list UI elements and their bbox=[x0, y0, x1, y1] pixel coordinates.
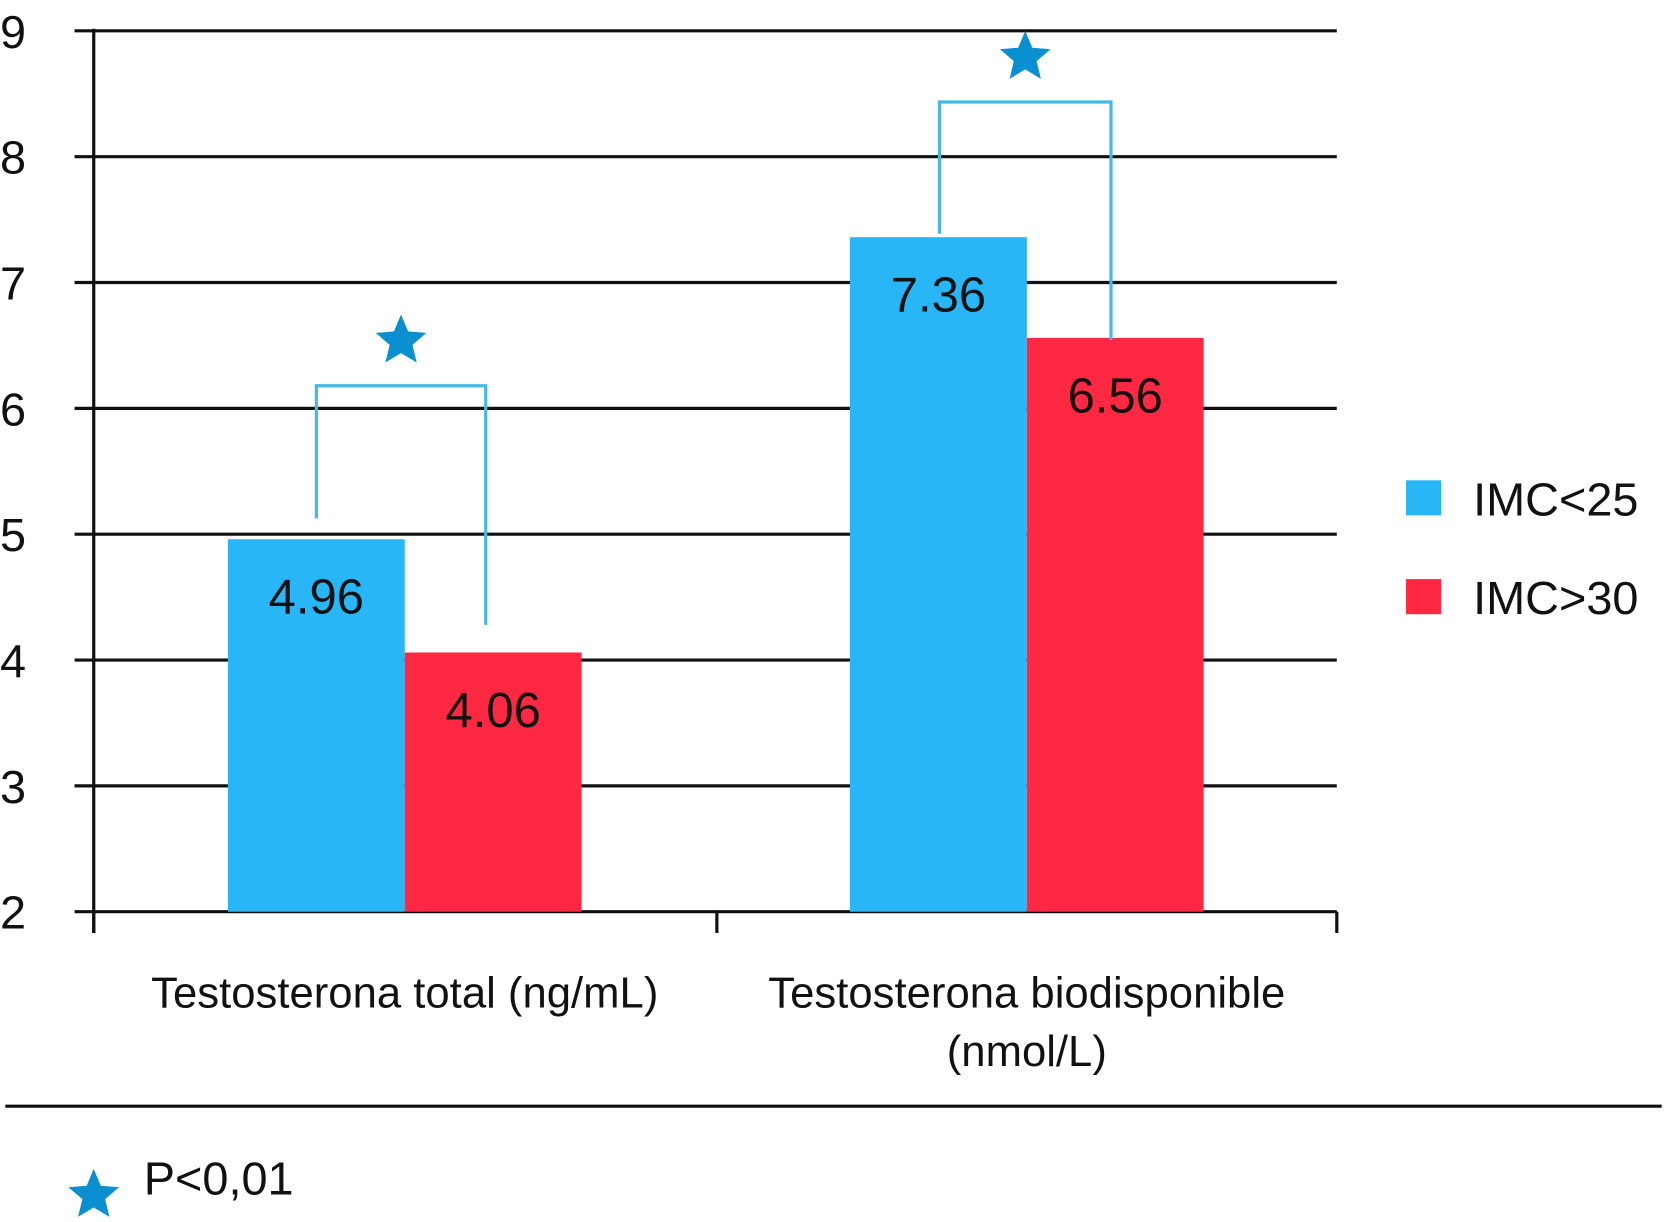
bar-IMC>30 bbox=[1026, 337, 1204, 912]
significance-bracket bbox=[937, 100, 1113, 341]
category-label: Testosterona biodisponible bbox=[768, 969, 1285, 1017]
legend-item: IMC<25 bbox=[1406, 473, 1639, 525]
y-tick-label: 8 bbox=[0, 132, 26, 184]
legend-swatch bbox=[1406, 579, 1442, 615]
y-tick-label: 5 bbox=[0, 509, 26, 561]
legend: IMC<25 IMC>30 bbox=[1406, 473, 1639, 624]
y-tick-label: 3 bbox=[0, 761, 26, 813]
footnote: P<0,01 bbox=[68, 1152, 294, 1217]
data-label: 6.56 bbox=[1068, 369, 1163, 423]
data-label: 4.96 bbox=[269, 571, 364, 625]
y-tick-label: 4 bbox=[0, 635, 26, 687]
legend-swatch bbox=[1406, 480, 1442, 516]
bar-IMC<25 bbox=[850, 237, 1027, 912]
y-tick-labels: 2 3 4 5 6 7 8 9 bbox=[0, 6, 26, 939]
bar-IMC<25 bbox=[227, 539, 405, 912]
category-label: (nmol/L) bbox=[947, 1028, 1107, 1076]
category-labels: Testosterona total (ng/mL) Testosterona b… bbox=[151, 969, 1285, 1075]
legend-item: IMC>30 bbox=[1406, 572, 1639, 624]
significance-brackets bbox=[314, 30, 1113, 625]
star-icon bbox=[375, 314, 427, 363]
data-label: 4.06 bbox=[446, 684, 541, 738]
y-tick-label: 6 bbox=[0, 383, 26, 435]
star-icon bbox=[68, 1168, 120, 1217]
y-tick-label: 7 bbox=[0, 258, 26, 310]
y-tick-label: 2 bbox=[0, 887, 26, 939]
y-tick-label: 9 bbox=[0, 6, 26, 58]
axes bbox=[92, 28, 1339, 933]
significance-bracket bbox=[314, 384, 488, 625]
star-icon bbox=[999, 30, 1051, 79]
bar-IMC>30 bbox=[404, 652, 582, 912]
data-label: 7.36 bbox=[891, 269, 986, 323]
bars: 4.96 4.06 7.36 6.56 bbox=[227, 237, 1204, 912]
footnote-text: P<0,01 bbox=[144, 1152, 294, 1204]
legend-label: IMC>30 bbox=[1473, 572, 1638, 624]
legend-label: IMC<25 bbox=[1473, 473, 1638, 525]
category-label: Testosterona total (ng/mL) bbox=[151, 969, 658, 1017]
